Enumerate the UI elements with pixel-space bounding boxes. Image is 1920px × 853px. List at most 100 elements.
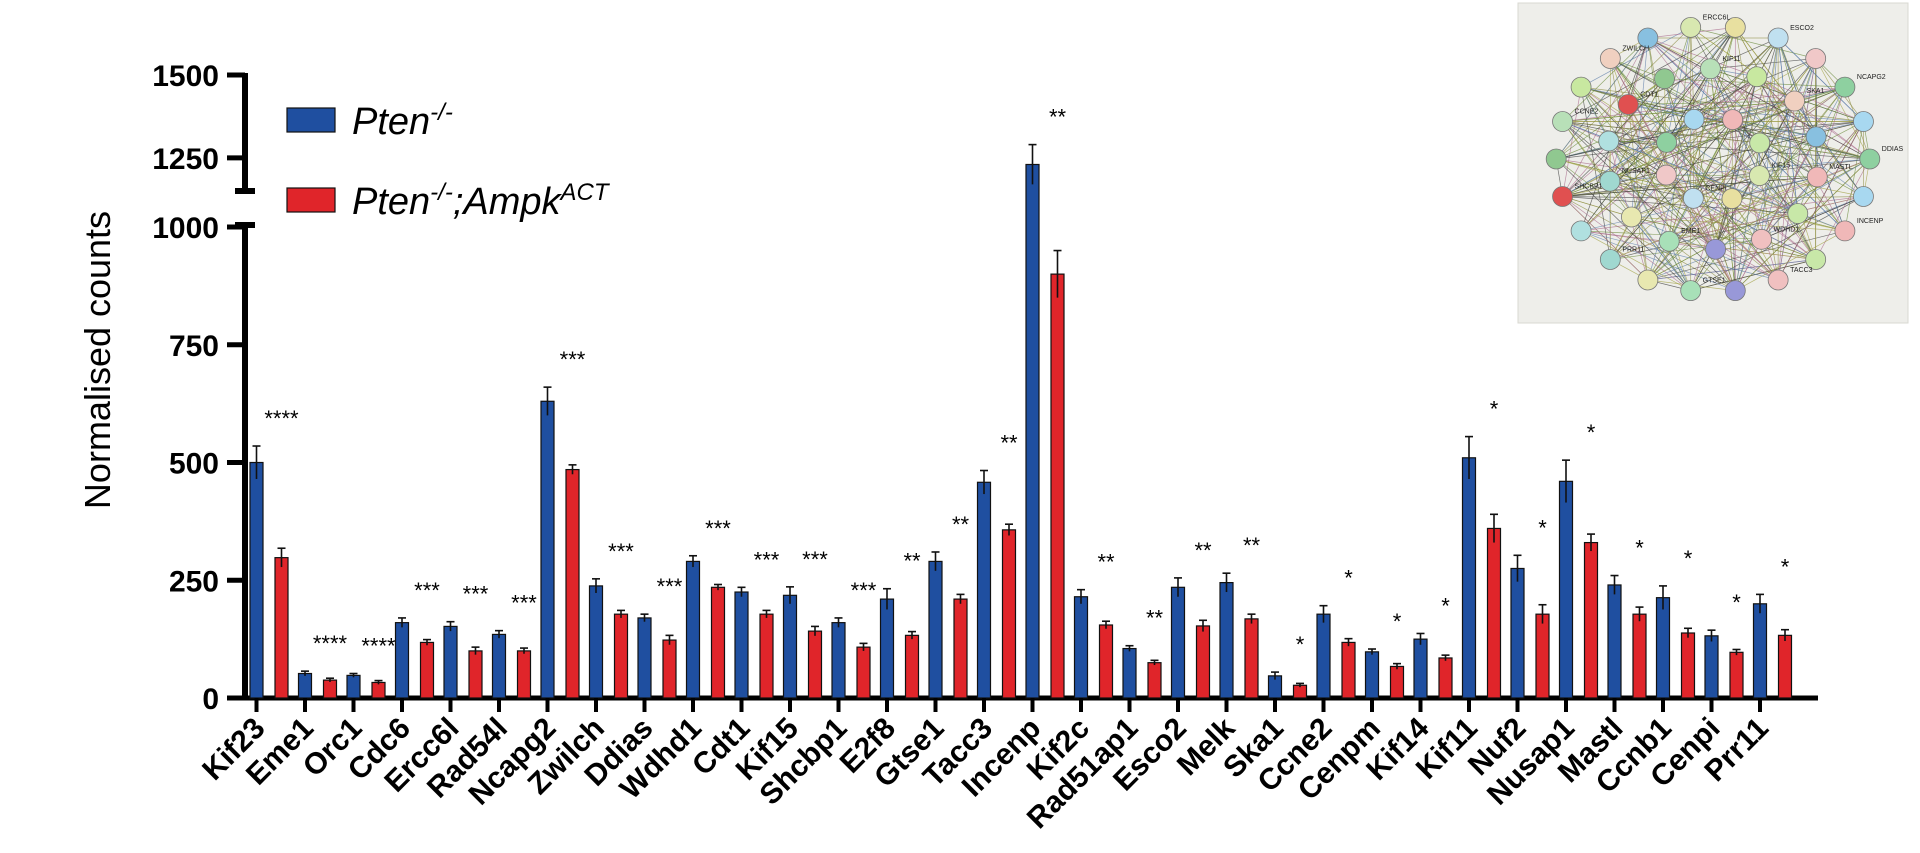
network-edge [1647, 37, 1667, 143]
network-node-label: KIF11 [1722, 56, 1740, 63]
bar [468, 650, 483, 699]
bar [1535, 613, 1550, 699]
bar [1583, 541, 1599, 699]
network-edge [1610, 58, 1779, 281]
network-edge [1715, 86, 1846, 250]
bar [491, 633, 507, 699]
network-edge [1562, 37, 1649, 122]
network-edge [1609, 180, 1716, 250]
network-node-label: EME1 [1681, 228, 1700, 235]
network-edge [1627, 104, 1736, 291]
network-edge [1609, 180, 1779, 281]
bar [928, 560, 943, 699]
network-edge [1647, 37, 1870, 160]
network-edge [1664, 78, 1795, 102]
bar [1341, 641, 1356, 699]
network-edge [1761, 37, 1779, 240]
bar [879, 598, 895, 699]
network-edge [1562, 196, 1798, 214]
network-edge [1756, 76, 1818, 178]
network-node-label: GTSE1 [1703, 278, 1726, 285]
network-edge [1794, 100, 1864, 197]
network-node-label: CENPI [1705, 185, 1726, 192]
network-edge [1693, 68, 1711, 199]
network-edge [1562, 37, 1649, 197]
network-node-label: KIF15 [1771, 163, 1790, 170]
bar [613, 613, 629, 699]
network-edge [1666, 37, 1779, 143]
legend-swatch [286, 107, 336, 133]
legend-swatch [286, 187, 336, 213]
significance-marker: * [1781, 554, 1790, 579]
network-node [1680, 280, 1702, 302]
network-edge [1562, 121, 1691, 291]
network-node-label: TACC3 [1790, 267, 1813, 274]
protein-network-inset: DDIAS INCENP TACC3 GTSE1 PRR11 SHCBP1 CCNE2 ZWI… [1517, 2, 1909, 324]
network-edge [1844, 121, 1864, 231]
network-edge [1580, 37, 1779, 232]
network-node [1570, 220, 1592, 242]
significance-marker: *** [657, 574, 683, 599]
bar [1438, 657, 1453, 699]
network-node [1683, 108, 1705, 130]
network-edge [1631, 216, 1845, 232]
network-edge [1668, 240, 1736, 291]
network-edge [1610, 119, 1733, 260]
bar [1752, 603, 1768, 699]
network-node [1859, 148, 1881, 170]
network-edge [1647, 37, 1846, 232]
network-edge [1690, 27, 1816, 59]
network-node [1751, 228, 1772, 250]
network-node [1705, 238, 1726, 260]
network-edge [1631, 27, 1692, 218]
network-edge [1631, 216, 1691, 291]
network-edge [1732, 119, 1870, 160]
network-edge [1777, 37, 1864, 122]
bar [1292, 684, 1308, 699]
bar [1195, 625, 1211, 699]
bar [1680, 632, 1696, 699]
bar [734, 591, 749, 699]
network-node [1655, 164, 1677, 186]
network-node [1784, 90, 1805, 112]
network-node [1767, 27, 1789, 49]
network-node [1552, 111, 1573, 132]
significance-marker: * [1732, 590, 1741, 615]
network-edge [1761, 196, 1864, 240]
significance-marker: *** [851, 578, 877, 603]
network-node [1621, 206, 1642, 228]
network-edge [1610, 58, 1667, 143]
y-tick-label: 500 [169, 448, 219, 481]
y-tick-label: 750 [169, 330, 219, 363]
network-edge [1562, 121, 1760, 144]
y-tick-label: 1250 [152, 143, 219, 176]
network-edge [1731, 176, 1818, 199]
bar [1098, 624, 1114, 699]
network-edge [1609, 27, 1736, 182]
network-node [1700, 58, 1721, 80]
legend-superscript: -/- [430, 179, 453, 206]
bar [443, 625, 458, 699]
bar [637, 617, 652, 699]
network-edge [1731, 76, 1758, 199]
network-node [1599, 48, 1621, 69]
bar [1025, 163, 1040, 699]
network-edge [1580, 87, 1611, 260]
network-node-label: DDIAS [1882, 146, 1904, 153]
bar [1704, 635, 1719, 699]
network-edge [1562, 27, 1736, 197]
network-node [1834, 220, 1856, 242]
network-edge [1562, 87, 1582, 197]
network-edge [1627, 104, 1670, 242]
bar [710, 586, 726, 699]
network-edge [1610, 58, 1818, 178]
bar [782, 594, 798, 699]
network-edge [1562, 196, 1691, 291]
network-edge [1734, 37, 1779, 291]
bar [1050, 273, 1065, 699]
network-edge [1735, 158, 1871, 291]
bar [1364, 651, 1380, 699]
significance-marker: * [1344, 566, 1353, 591]
network-edge [1666, 142, 1779, 281]
bar [1729, 651, 1744, 699]
